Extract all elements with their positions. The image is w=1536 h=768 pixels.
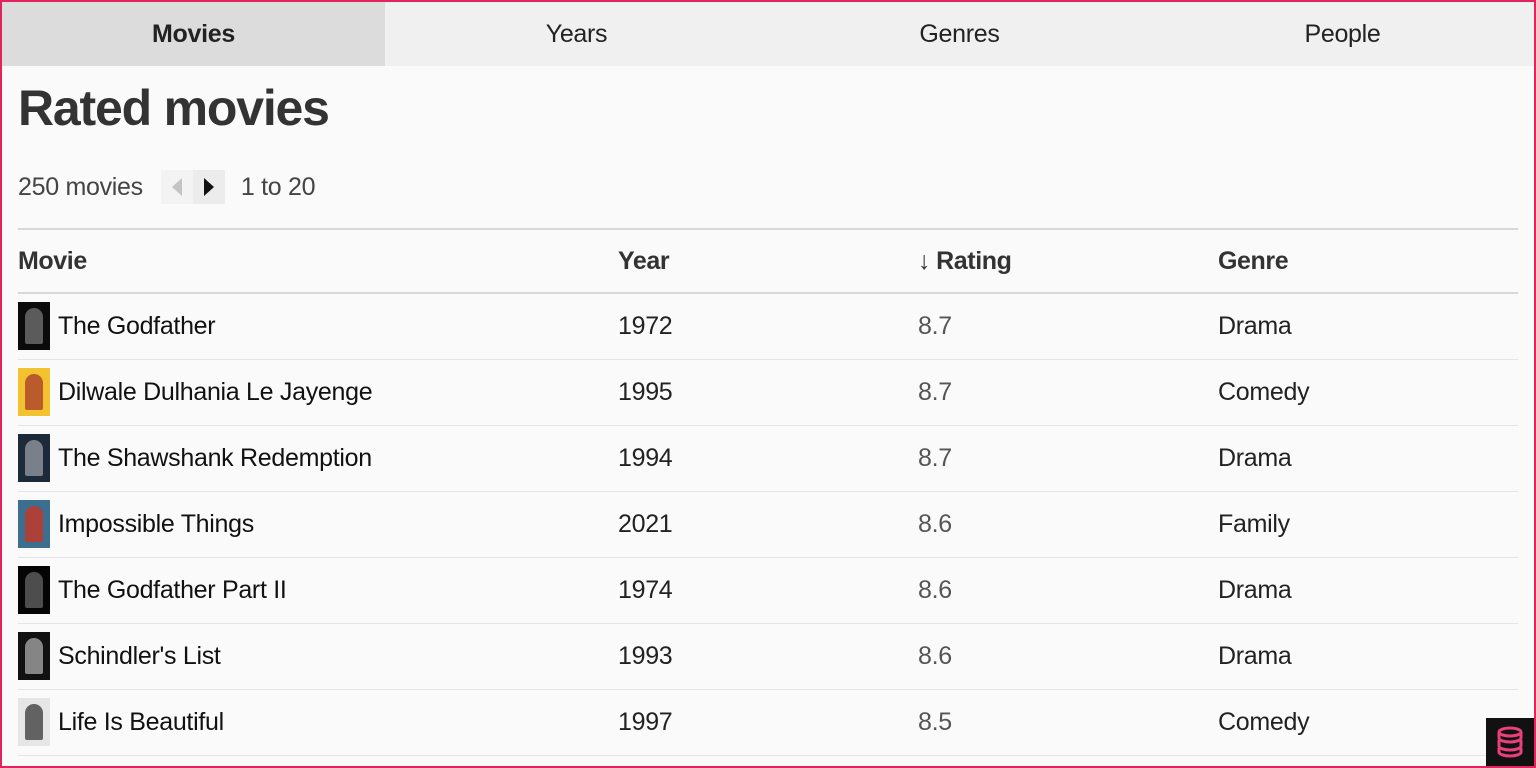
movie-title[interactable]: Schindler's List: [58, 641, 221, 670]
column-header-genre[interactable]: Genre: [1218, 229, 1518, 293]
movie-cell[interactable]: The Godfather Part II: [18, 557, 618, 624]
table-header-row: Movie Year ↓ Rating Genre: [18, 229, 1518, 293]
movie-cell[interactable]: Life Is Beautiful: [18, 689, 618, 756]
triangle-left-icon: [171, 178, 182, 196]
rating-cell: 8.7: [918, 293, 1218, 360]
movie-wrap: Impossible Things: [18, 500, 618, 548]
column-header-movie[interactable]: Movie: [18, 229, 618, 293]
poster-thumbnail[interactable]: [18, 698, 50, 746]
column-label: Rating: [936, 246, 1012, 275]
genre-cell: Drama: [1218, 623, 1518, 690]
tab-years[interactable]: Years: [545, 19, 608, 48]
genre-cell: Family: [1218, 491, 1518, 558]
movies-table: Movie Year ↓ Rating Genre The Godfather 19…: [18, 228, 1518, 756]
sort-descending-icon: ↓: [918, 246, 931, 275]
year-cell: 1995: [618, 359, 918, 426]
database-stack-icon: [1497, 726, 1523, 758]
movie-cell[interactable]: Schindler's List: [18, 623, 618, 690]
movie-title[interactable]: Impossible Things: [58, 509, 254, 538]
poster-thumbnail[interactable]: [18, 302, 50, 351]
genre-cell: Drama: [1218, 557, 1518, 624]
movie-wrap: The Shawshank Redemption: [18, 434, 618, 482]
movie-cell[interactable]: The Godfather: [18, 293, 618, 360]
tab-people[interactable]: People: [1304, 19, 1381, 48]
rating-cell: 8.7: [918, 425, 1218, 492]
column-header-rating[interactable]: ↓ Rating: [918, 229, 1218, 293]
poster-thumbnail[interactable]: [18, 368, 50, 416]
pager: 250 movies 1 to 20: [18, 170, 1518, 204]
rating-cell: 8.6: [918, 623, 1218, 690]
poster-figure: [25, 704, 43, 740]
genre-cell: Comedy: [1218, 689, 1518, 756]
page-title: Rated movies: [18, 80, 330, 136]
poster-figure: [25, 572, 43, 608]
poster-figure: [25, 638, 43, 674]
genre-cell: Comedy: [1218, 359, 1518, 426]
year-cell: 1974: [618, 557, 918, 624]
triangle-right-icon: [203, 178, 214, 196]
corner-badge[interactable]: [1486, 718, 1534, 766]
column-label: Movie: [18, 246, 87, 275]
table-row[interactable]: The Godfather 1972 8.7 Drama: [18, 293, 1518, 360]
genre-cell: Drama: [1218, 425, 1518, 492]
movie-wrap: Dilwale Dulhania Le Jayenge: [18, 368, 618, 416]
movie-cell[interactable]: The Shawshank Redemption: [18, 425, 618, 492]
main-content: Rated movies 250 movies 1 to 20 Movie Ye…: [2, 82, 1534, 756]
movie-wrap: Life Is Beautiful: [18, 698, 618, 746]
year-cell: 1972: [618, 293, 918, 360]
rating-cell: 8.6: [918, 491, 1218, 558]
year-cell: 2021: [618, 491, 918, 558]
poster-figure: [25, 308, 43, 345]
page-range: 1 to 20: [240, 172, 316, 201]
poster-thumbnail[interactable]: [18, 566, 50, 614]
movie-cell[interactable]: Impossible Things: [18, 491, 618, 558]
poster-thumbnail[interactable]: [18, 500, 50, 548]
movie-wrap: The Godfather Part II: [18, 566, 618, 614]
movie-count: 250 movies: [18, 172, 143, 201]
table-row[interactable]: Life Is Beautiful 1997 8.5 Comedy: [18, 689, 1518, 756]
tab-bar: Movies Years Genres People: [2, 2, 1534, 66]
movie-wrap: The Godfather: [18, 302, 618, 351]
movie-wrap: Schindler's List: [18, 632, 618, 680]
tab-genres[interactable]: Genres: [919, 19, 1000, 48]
table-row[interactable]: The Shawshank Redemption 1994 8.7 Drama: [18, 425, 1518, 492]
poster-thumbnail[interactable]: [18, 632, 50, 680]
poster-figure: [25, 440, 43, 476]
movie-title[interactable]: The Shawshank Redemption: [58, 443, 372, 472]
table-row[interactable]: Impossible Things 2021 8.6 Family: [18, 491, 1518, 558]
genre-cell: Drama: [1218, 293, 1518, 360]
previous-page-button[interactable]: [160, 170, 193, 204]
next-page-button[interactable]: [192, 170, 225, 204]
table-row[interactable]: The Godfather Part II 1974 8.6 Drama: [18, 557, 1518, 624]
column-label: Year: [618, 246, 670, 275]
poster-thumbnail[interactable]: [18, 434, 50, 482]
movie-title[interactable]: The Godfather: [58, 311, 216, 340]
rating-cell: 8.7: [918, 359, 1218, 426]
rating-cell: 8.6: [918, 557, 1218, 624]
tab-movies[interactable]: Movies: [2, 2, 385, 66]
table-row[interactable]: Dilwale Dulhania Le Jayenge 1995 8.7 Comedy: [18, 359, 1518, 426]
movie-title[interactable]: Life Is Beautiful: [58, 707, 224, 736]
column-label: Genre: [1218, 246, 1289, 275]
movie-title[interactable]: Dilwale Dulhania Le Jayenge: [58, 377, 373, 406]
year-cell: 1994: [618, 425, 918, 492]
column-header-year[interactable]: Year: [618, 229, 918, 293]
table-row[interactable]: Schindler's List 1993 8.6 Drama: [18, 623, 1518, 690]
poster-figure: [25, 374, 43, 410]
poster-figure: [25, 506, 43, 542]
table-body: The Godfather 1972 8.7 Drama Dilwale Dulhani…: [18, 293, 1518, 756]
year-cell: 1997: [618, 689, 918, 756]
rating-cell: 8.5: [918, 689, 1218, 756]
movie-title[interactable]: The Godfather Part II: [58, 575, 287, 604]
year-cell: 1993: [618, 623, 918, 690]
movie-cell[interactable]: Dilwale Dulhania Le Jayenge: [18, 359, 618, 426]
